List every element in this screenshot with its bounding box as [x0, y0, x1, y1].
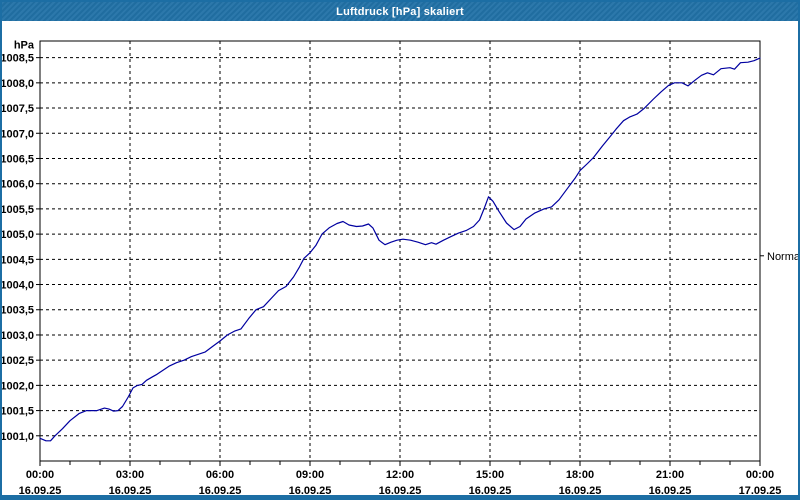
y-tick-label: 1001,5: [2, 406, 34, 418]
x-tick-time-label: 15:00: [476, 469, 504, 481]
x-tick-date-label: 16.09.25: [469, 485, 512, 495]
x-tick-date-label: 17.09.25: [739, 485, 782, 495]
x-tick-time-label: 00:00: [746, 469, 774, 481]
x-tick-time-label: 21:00: [656, 469, 684, 481]
pressure-line: [39, 57, 761, 442]
x-tick-date-label: 16.09.25: [289, 485, 332, 495]
y-axis-unit-label: hPa: [14, 40, 35, 52]
x-tick-time-label: 18:00: [566, 469, 594, 481]
y-tick-label: 1007,5: [2, 103, 34, 115]
y-tick-label: 1006,0: [2, 179, 34, 191]
window-title: Luftdruck [hPa] skaliert: [336, 5, 464, 18]
y-tick-label: 1002,0: [2, 380, 34, 392]
y-tick-label: 1004,0: [2, 280, 34, 292]
y-tick-label: 1003,0: [2, 330, 34, 342]
y-tick-label: 1005,0: [2, 229, 34, 241]
chart-container: 1001,0 1001,5 1002,0 1002,5 1003,0 1003,5 1004…: [2, 21, 798, 495]
y-tick-label: 1008,0: [2, 78, 34, 90]
x-tick-time-label: 06:00: [206, 469, 234, 481]
x-tick-date-label: 16.09.25: [109, 485, 152, 495]
x-tick-time-label: 00:00: [26, 469, 54, 481]
x-tick-time-label: 09:00: [296, 469, 324, 481]
y-tick-label: 1005,5: [2, 204, 34, 216]
x-tick-date-label: 16.09.25: [19, 485, 62, 495]
pressure-chart: 1001,0 1001,5 1002,0 1002,5 1003,0 1003,5 1004…: [2, 40, 798, 495]
x-tick-date-label: 16.09.25: [559, 485, 602, 495]
x-tick-time-label: 12:00: [386, 469, 414, 481]
normal-marker-label: Normal: [767, 251, 798, 263]
plot-border: [39, 40, 761, 462]
y-tick-label: 1002,5: [2, 355, 34, 367]
window-titlebar[interactable]: Luftdruck [hPa] skaliert: [2, 2, 798, 21]
y-tick-label: 1008,5: [2, 53, 34, 65]
y-tick-label: 1007,0: [2, 128, 34, 140]
x-tick-date-label: 16.09.25: [379, 485, 422, 495]
y-tick-label: 1001,0: [2, 431, 34, 443]
x-tick-time-label: 03:00: [116, 469, 144, 481]
y-tick-label: 1004,5: [2, 254, 34, 266]
y-tick-label: 1006,5: [2, 153, 34, 165]
x-tick-date-label: 16.09.25: [199, 485, 242, 495]
y-tick-label: 1003,5: [2, 305, 34, 317]
x-tick-date-label: 16.09.25: [649, 485, 692, 495]
